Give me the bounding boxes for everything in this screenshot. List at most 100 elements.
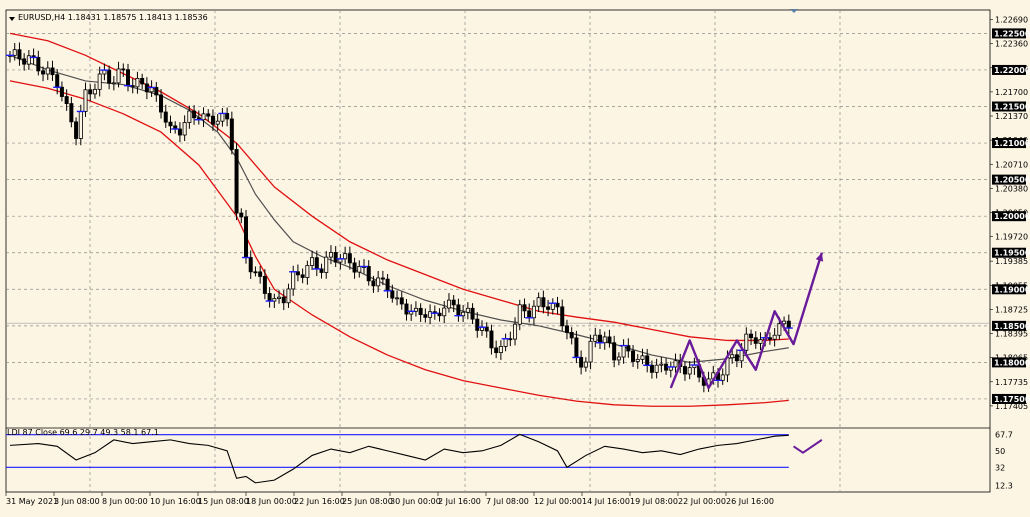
time-tick-label: 3 Jun 08:00 — [54, 497, 100, 506]
level-badge — [992, 357, 1026, 368]
candle-body — [531, 305, 536, 319]
candle-body — [517, 304, 522, 325]
price-tick-label: 1.18725 — [995, 305, 1028, 314]
candle-body — [739, 349, 744, 362]
candle-body — [126, 69, 131, 87]
candle-body — [583, 361, 588, 368]
candle-body — [243, 216, 248, 258]
candle-body — [253, 271, 258, 274]
candle-body — [41, 70, 46, 75]
level-badge-label: 1.21500 — [994, 103, 1030, 112]
grid-lines — [5, 9, 991, 493]
candle-body — [635, 358, 640, 362]
candle-body — [17, 49, 22, 60]
candle-body — [749, 333, 754, 339]
projection-arrowhead — [815, 252, 824, 262]
level-badge-label: 1.18000 — [994, 358, 1030, 367]
candle-body — [588, 340, 593, 363]
candle-body — [654, 364, 659, 373]
time-tick-label: 18 Jun 00:00 — [246, 497, 297, 506]
candle-body — [777, 323, 782, 336]
candle-body — [229, 118, 234, 150]
candle-body — [305, 265, 310, 278]
candle-body — [333, 252, 338, 263]
candle-body — [12, 49, 17, 56]
level-badge — [992, 138, 1026, 149]
candle-body — [470, 307, 475, 320]
candle-body — [324, 256, 329, 273]
candle-body — [154, 87, 159, 96]
candle-body — [730, 354, 735, 359]
osc-tick-label: 12.3 — [995, 481, 1013, 490]
candle-body — [782, 320, 787, 325]
candle-body — [569, 332, 574, 339]
candle-body — [314, 257, 319, 270]
candle-body — [767, 337, 772, 340]
candle-body — [380, 277, 385, 280]
price-tick-label: 1.17405 — [995, 402, 1028, 411]
candle-body — [371, 280, 376, 287]
candle-body — [22, 58, 27, 65]
envelope-lower-line — [9, 80, 789, 407]
osc-tick-label: 50 — [995, 447, 1005, 456]
level-badge — [992, 174, 1026, 185]
candle-body — [225, 113, 230, 120]
candle-body — [607, 336, 612, 344]
candle-body — [116, 68, 121, 84]
osc-tick-label: 67.7 — [995, 431, 1013, 440]
candle-body — [234, 149, 239, 214]
candle-body — [593, 334, 598, 342]
candle-body — [64, 96, 69, 104]
collapse-triangle-icon[interactable] — [9, 17, 15, 21]
indicator-label: LDI 87 Close 69.6 29.7 49.3 58.1 67.1 — [7, 428, 159, 437]
scroll-marker-icon[interactable] — [790, 9, 798, 13]
candle-body — [673, 360, 678, 368]
time-tick-label: 22 Jul 00:00 — [678, 497, 726, 506]
candle-body — [159, 94, 164, 113]
level-badge — [992, 101, 1026, 112]
candle-body — [26, 55, 31, 65]
price-tick-label: 1.22360 — [995, 40, 1028, 49]
candle-body — [555, 302, 560, 308]
level-badge-label: 1.21000 — [994, 139, 1030, 148]
price-tick-label: 1.19385 — [995, 257, 1028, 266]
candle-body — [295, 271, 300, 276]
candle-body — [36, 56, 41, 72]
chart-frame — [5, 9, 991, 493]
candle-body — [107, 69, 112, 84]
candle-body — [390, 290, 395, 299]
candle-body — [201, 113, 206, 121]
candle-body — [281, 296, 286, 304]
candle-body — [640, 355, 645, 360]
candle-body — [262, 276, 267, 294]
candle-body — [602, 336, 607, 344]
price-tick-label: 1.19720 — [995, 233, 1028, 242]
price-tick-label: 1.17735 — [995, 378, 1028, 387]
candle-body — [187, 110, 192, 123]
candle-body — [376, 277, 381, 287]
level-badge — [992, 28, 1026, 39]
candle-body — [428, 311, 433, 318]
candle-body — [182, 122, 187, 136]
candle-body — [546, 306, 551, 310]
candle-body — [489, 330, 494, 349]
level-badge-label: 1.17500 — [994, 395, 1030, 404]
price-tick-label: 1.18395 — [995, 330, 1028, 339]
candle-body — [446, 299, 451, 309]
candle-body — [475, 318, 480, 331]
time-tick-label: 2 Jul 16:00 — [438, 497, 481, 506]
time-tick-label: 10 Jun 16:00 — [150, 497, 201, 506]
level-badge-label: 1.20500 — [994, 176, 1030, 185]
candle-body — [55, 74, 60, 88]
time-tick-label: 7 Jul 08:00 — [486, 497, 529, 506]
candle-body — [78, 111, 83, 139]
osc-tick-label: 32 — [995, 463, 1005, 472]
candle-body — [753, 337, 758, 344]
candle-body — [744, 333, 749, 351]
price-tick-label: 1.20710 — [995, 160, 1028, 169]
candle-body — [267, 293, 272, 302]
candle-body — [513, 323, 518, 340]
candle-body — [163, 111, 168, 123]
level-badge-label: 1.19000 — [994, 285, 1030, 294]
